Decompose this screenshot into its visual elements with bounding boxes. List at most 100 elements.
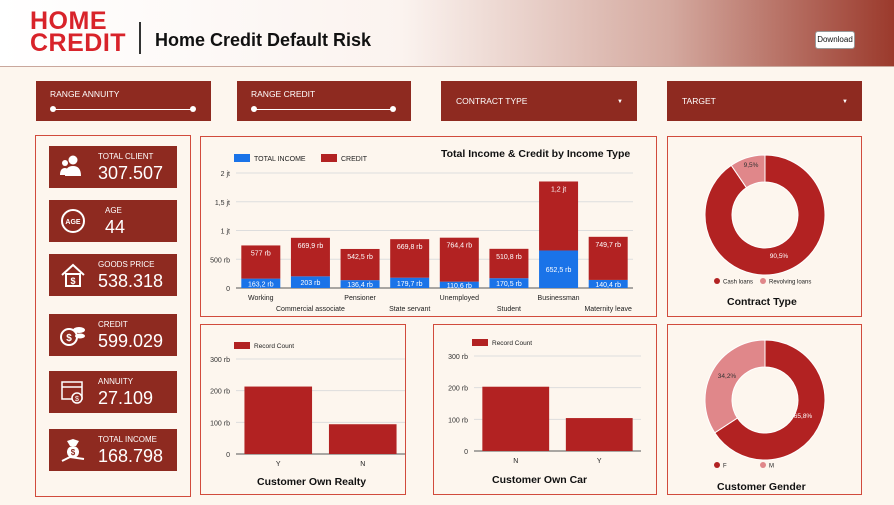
income-bar	[290, 276, 330, 288]
range-credit-filter[interactable]: RANGE CREDIT	[237, 81, 411, 121]
range-annuity-filter[interactable]: RANGE ANNUITY	[36, 81, 211, 121]
y-tick-label: 200 rb	[210, 389, 230, 396]
money-hand-icon: $	[61, 439, 85, 462]
income-data-label: 179,7 rb	[397, 281, 423, 288]
donut-slice	[704, 154, 826, 276]
credit-data-label: 577 rb	[251, 250, 271, 257]
slice-label: 9,5%	[744, 162, 759, 169]
kpi-label: AGE	[105, 206, 122, 215]
svg-text:$: $	[75, 396, 79, 403]
y-tick-label: 2 jt	[221, 171, 230, 178]
x-tick-label: Unemployed	[440, 295, 479, 302]
kpi-age: AGE AGE 44	[49, 200, 177, 242]
slider-min-handle[interactable]	[251, 106, 257, 112]
x-tick-label: Working	[248, 295, 274, 302]
logo-line-home: HOME	[30, 7, 107, 35]
filter-label: TARGET	[682, 96, 716, 106]
legend-label: Revolving loans	[769, 280, 811, 286]
credit-data-label: 669,9 rb	[298, 243, 324, 250]
legend-label: Cash loans	[723, 280, 753, 286]
credit-data-label: 764,4 rb	[446, 243, 472, 250]
caret-down-icon: ▼	[842, 99, 848, 105]
legend-label: CREDIT	[341, 156, 368, 163]
record-count-bar	[328, 424, 397, 454]
income-bar	[588, 279, 628, 288]
credit-bar	[489, 248, 529, 279]
x-tick-label: Y	[276, 461, 281, 468]
contract-type-dropdown[interactable]: CONTRACT TYPE ▼	[441, 81, 637, 121]
income-data-label: 170,5 rb	[496, 281, 522, 288]
chart-title: Contract Type	[727, 296, 797, 308]
credit-bar	[340, 248, 380, 281]
credit-data-label: 669,8 rb	[397, 244, 423, 251]
kpi-goods-price: $ GOODS PRICE 538.318	[49, 254, 177, 296]
legend-label: F	[723, 464, 727, 470]
people-icon	[60, 155, 81, 176]
slider-max-handle[interactable]	[190, 106, 196, 112]
chart-title: Customer Gender	[717, 481, 806, 493]
logo-line-credit: CREDIT	[30, 29, 127, 57]
income-bar	[539, 250, 579, 288]
kpi-total-client: TOTAL CLIENT 307.507	[49, 146, 177, 188]
slider-track[interactable]	[254, 109, 393, 110]
kpi-total-income: $ TOTAL INCOME 168.798	[49, 429, 177, 471]
slider-track[interactable]	[53, 109, 193, 110]
kpi-value: 44	[105, 217, 126, 237]
credit-data-label: 542,5 rb	[347, 254, 373, 261]
chart-title: Customer Own Car	[492, 474, 588, 486]
kpi-credit: $ CREDIT 599.029	[49, 314, 177, 356]
svg-text:$: $	[70, 276, 75, 286]
y-tick-label: 1 jt	[221, 229, 230, 236]
credit-data-label: 510,8 rb	[496, 254, 522, 261]
kpi-value: 27.109	[98, 388, 154, 408]
legend-dot	[714, 462, 720, 468]
coins-icon: $	[60, 327, 85, 346]
y-tick-label: 100 rb	[448, 417, 468, 424]
donut-slice	[714, 339, 826, 461]
income-data-label: 203 rb	[301, 280, 321, 287]
filter-label: RANGE ANNUITY	[50, 89, 120, 99]
chart-title: Customer Own Realty	[257, 476, 367, 488]
y-tick-label: 100 rb	[210, 420, 230, 427]
x-tick-label: Maternity leave	[584, 306, 632, 313]
header-divider	[139, 22, 141, 54]
slider-max-handle[interactable]	[390, 106, 396, 112]
x-tick-label: State servant	[389, 306, 430, 313]
filter-label: CONTRACT TYPE	[456, 96, 528, 106]
income-bar	[390, 277, 430, 288]
legend-label: Record Count	[254, 343, 294, 350]
slice-label: 90,5%	[770, 253, 789, 260]
x-tick-label: N	[360, 461, 365, 468]
y-tick-label: 300 rb	[448, 354, 468, 361]
credit-bar	[241, 245, 281, 279]
kpi-annuity: $ ANNUITY 27.109	[49, 371, 177, 413]
svg-text:$: $	[66, 333, 72, 344]
credit-data-label: 749,7 rb	[595, 242, 621, 249]
kpi-value: 599.029	[98, 331, 164, 351]
svg-text:$: $	[71, 448, 76, 457]
slice-label: 34,2%	[718, 373, 737, 380]
y-tick-label: 0	[226, 452, 230, 459]
slice-label: 65,8%	[794, 413, 813, 420]
credit-bar	[539, 181, 579, 251]
download-button[interactable]: Download	[815, 31, 855, 49]
y-tick-label: 200 rb	[448, 386, 468, 393]
record-count-bar	[565, 418, 633, 451]
target-dropdown[interactable]: TARGET ▼	[667, 81, 862, 121]
kpi-label: TOTAL INCOME	[98, 435, 157, 444]
income-data-label: 136,4 rb	[347, 282, 373, 289]
income-bar	[489, 278, 529, 288]
kpi-value: 538.318	[98, 271, 164, 291]
slider-min-handle[interactable]	[50, 106, 56, 112]
kpi-label: GOODS PRICE	[98, 260, 155, 269]
legend-swatch	[234, 342, 250, 349]
credit-bar	[390, 239, 430, 278]
income-data-label: 110,6 rb	[447, 283, 472, 290]
y-tick-label: 0	[226, 286, 230, 293]
credit-bar	[290, 237, 330, 277]
income-data-label: 652,5 rb	[546, 267, 572, 274]
x-tick-label: N	[513, 458, 518, 465]
caret-down-icon: ▼	[617, 99, 623, 105]
record-count-bar	[244, 386, 313, 454]
